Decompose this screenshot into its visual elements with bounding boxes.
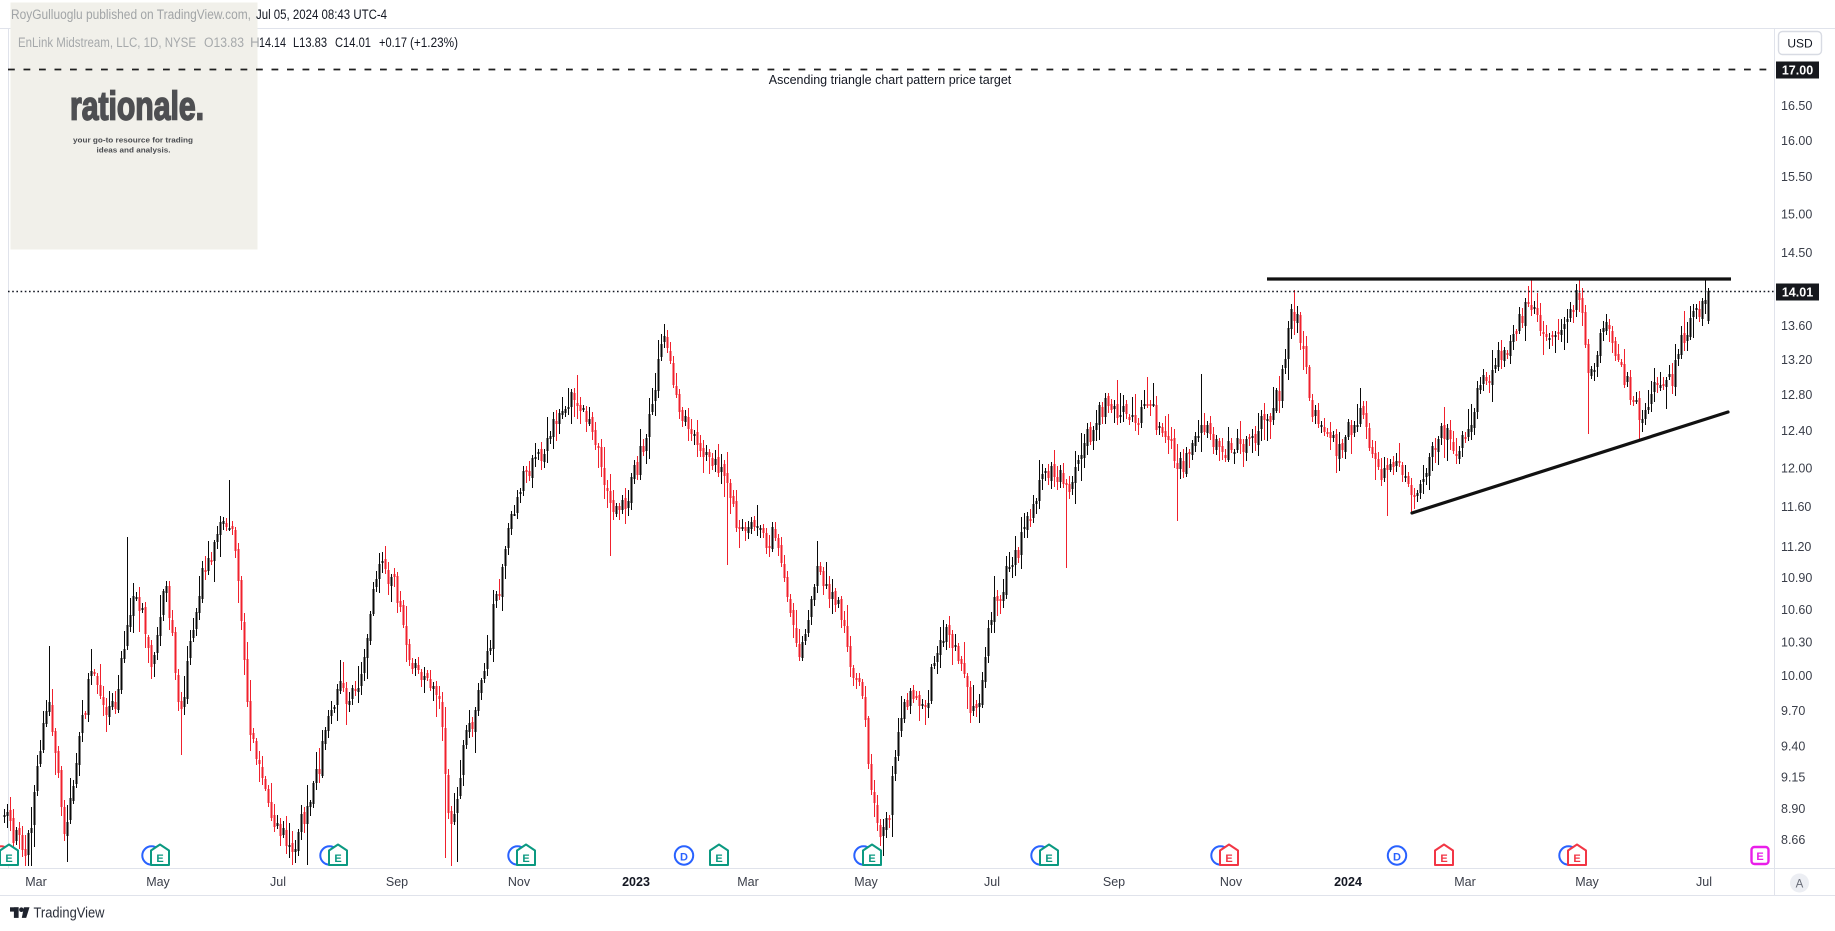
svg-text:14.50: 14.50 xyxy=(1781,246,1812,260)
svg-text:Nov: Nov xyxy=(1220,875,1243,889)
svg-text:RoyGulluoglu published on Trad: RoyGulluoglu published on TradingView.co… xyxy=(11,7,251,22)
svg-text:Ascending triangle chart patte: Ascending triangle chart pattern price t… xyxy=(769,73,1012,87)
svg-text:L13.83: L13.83 xyxy=(293,35,327,50)
svg-text:9.15: 9.15 xyxy=(1781,770,1805,784)
svg-text:O13.83: O13.83 xyxy=(204,35,244,50)
svg-text:E: E xyxy=(334,853,341,865)
svg-text:13.60: 13.60 xyxy=(1781,319,1812,333)
svg-text:Mar: Mar xyxy=(1454,875,1476,889)
svg-text:TradingView: TradingView xyxy=(34,905,105,922)
svg-text:15.50: 15.50 xyxy=(1781,170,1812,184)
svg-text:E: E xyxy=(1756,851,1763,863)
svg-text:Mar: Mar xyxy=(737,875,759,889)
svg-text:C14.01: C14.01 xyxy=(335,35,371,50)
svg-text:D: D xyxy=(680,852,688,864)
svg-text:17.00: 17.00 xyxy=(1782,64,1813,78)
svg-text:10.60: 10.60 xyxy=(1781,603,1812,617)
svg-text:10.00: 10.00 xyxy=(1781,669,1812,683)
svg-text:(+1.23%): (+1.23%) xyxy=(410,35,458,50)
svg-text:2023: 2023 xyxy=(622,875,650,889)
svg-text:14.01: 14.01 xyxy=(1782,286,1813,300)
svg-text:9.70: 9.70 xyxy=(1781,704,1805,718)
svg-text:USD: USD xyxy=(1787,37,1813,51)
svg-text:E: E xyxy=(522,853,529,865)
svg-text:15.00: 15.00 xyxy=(1781,207,1812,221)
svg-text:Nov: Nov xyxy=(508,875,531,889)
svg-text:E: E xyxy=(5,853,12,865)
svg-text:16.50: 16.50 xyxy=(1781,99,1812,113)
svg-text:A: A xyxy=(1796,879,1804,891)
svg-text:2024: 2024 xyxy=(1334,875,1362,889)
svg-text:11.60: 11.60 xyxy=(1781,500,1811,514)
svg-text:E: E xyxy=(715,853,722,865)
svg-text:Jul: Jul xyxy=(270,875,286,889)
svg-text:Jul: Jul xyxy=(1696,875,1712,889)
svg-text:your go-to resource for tradin: your go-to resource for trading xyxy=(73,136,193,145)
svg-text:Jul: Jul xyxy=(984,875,1000,889)
svg-text:14.14: 14.14 xyxy=(259,35,286,50)
svg-text:12.40: 12.40 xyxy=(1781,424,1812,438)
svg-text:16.00: 16.00 xyxy=(1781,134,1812,148)
svg-text:E: E xyxy=(1045,853,1052,865)
svg-text:H: H xyxy=(250,35,260,50)
svg-text:E: E xyxy=(1225,853,1232,865)
svg-text:rationale.: rationale. xyxy=(70,85,204,129)
svg-text:10.30: 10.30 xyxy=(1781,636,1812,650)
svg-text:May: May xyxy=(854,875,878,889)
svg-text:+0.17: +0.17 xyxy=(379,35,407,50)
svg-text:May: May xyxy=(1575,875,1599,889)
svg-text:13.20: 13.20 xyxy=(1781,353,1812,367)
svg-text:D: D xyxy=(1393,852,1401,864)
svg-text:EnLink Midstream, LLC, 1D, NYS: EnLink Midstream, LLC, 1D, NYSE xyxy=(18,35,196,50)
svg-text:E: E xyxy=(1440,853,1447,865)
svg-text:11.20: 11.20 xyxy=(1781,540,1811,554)
svg-text:E: E xyxy=(156,853,163,865)
svg-text:Sep: Sep xyxy=(1103,875,1125,889)
svg-text:12.00: 12.00 xyxy=(1781,462,1812,476)
svg-text:Sep: Sep xyxy=(386,875,408,889)
svg-text:E: E xyxy=(868,853,875,865)
svg-text:10.90: 10.90 xyxy=(1781,571,1812,585)
svg-text:8.66: 8.66 xyxy=(1781,833,1805,847)
svg-text:Jul 05, 2024 08:43 UTC-4: Jul 05, 2024 08:43 UTC-4 xyxy=(256,7,387,22)
svg-text:E: E xyxy=(1573,853,1580,865)
svg-text:9.40: 9.40 xyxy=(1781,740,1805,754)
svg-text:8.90: 8.90 xyxy=(1781,802,1805,816)
svg-text:May: May xyxy=(146,875,170,889)
svg-text:ideas and analysis.: ideas and analysis. xyxy=(97,146,171,155)
svg-text:12.80: 12.80 xyxy=(1781,388,1812,402)
svg-text:Mar: Mar xyxy=(25,875,47,889)
